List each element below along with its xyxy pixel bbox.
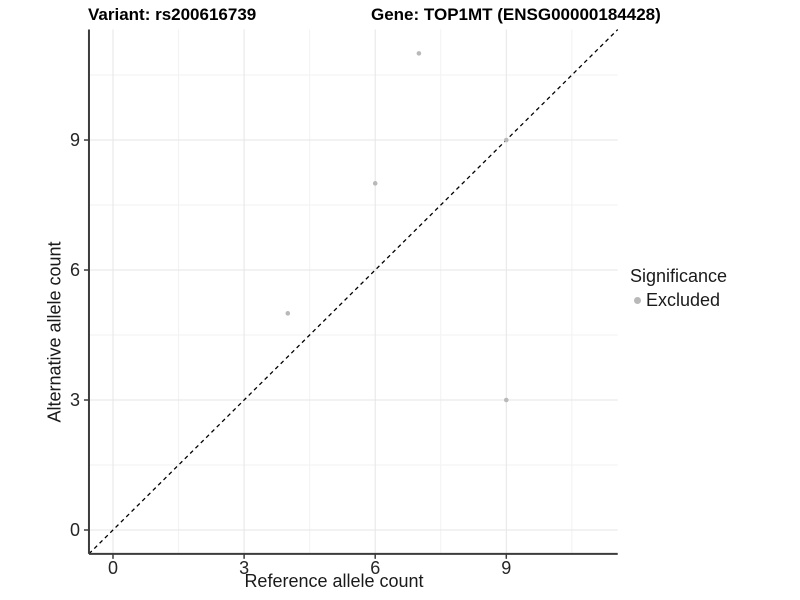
y-tick-label: 9 — [70, 130, 80, 150]
x-tick-label: 6 — [370, 558, 380, 578]
x-tick-label: 3 — [239, 558, 249, 578]
legend-entry: Excluded — [630, 290, 727, 311]
data-point — [504, 137, 509, 143]
y-tick-label: 0 — [70, 520, 80, 540]
data-point — [416, 51, 422, 56]
data-point — [372, 181, 378, 186]
plot-title-variant: Variant: rs200616739 — [88, 5, 257, 24]
y-axis-title: Alternative allele count — [44, 241, 65, 423]
legend-entry-label: Excluded — [646, 290, 721, 310]
x-tick-label: 9 — [501, 558, 511, 578]
legend-title: Significance — [630, 266, 728, 286]
x-tick-label: 0 — [108, 558, 118, 578]
data-point — [504, 397, 509, 403]
x-axis-title: Reference allele count — [244, 571, 424, 591]
data-point — [285, 311, 291, 316]
legend-entries: Excluded — [630, 290, 727, 311]
legend: Significance Excluded — [630, 266, 727, 311]
plot-title-gene: Gene: TOP1MT (ENSG00000184428) — [371, 5, 661, 24]
identity-dashed-line — [88, 29, 619, 555]
y-tick-label: 6 — [70, 260, 80, 280]
legend-point-icon — [634, 297, 641, 304]
y-tick-label: 3 — [70, 390, 80, 410]
